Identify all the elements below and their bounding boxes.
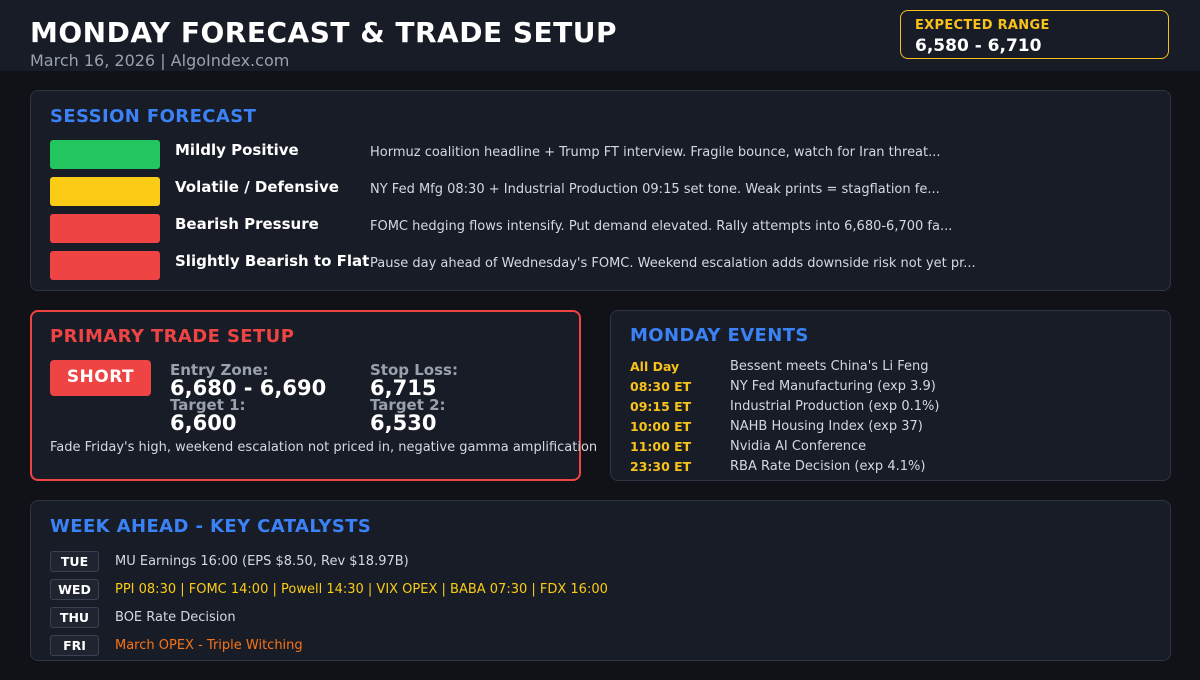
session-forecast-panel: SESSION FORECAST Mildly Positive Hormuz … bbox=[30, 90, 1171, 291]
forecast-color-bar bbox=[50, 177, 160, 206]
forecast-row: Slightly Bearish to Flat Pause day ahead… bbox=[31, 251, 1171, 281]
forecast-description: NY Fed Mfg 08:30 + Industrial Production… bbox=[370, 182, 940, 197]
forecast-color-bar bbox=[50, 251, 160, 280]
expected-range-value: 6,580 - 6,710 bbox=[915, 36, 1042, 56]
forecast-label: Mildly Positive bbox=[175, 141, 299, 159]
trade-rationale: Fade Friday's high, weekend escalation n… bbox=[50, 440, 598, 455]
stop-loss-value: 6,715 bbox=[370, 376, 437, 400]
event-time: 10:00 ET bbox=[630, 419, 692, 434]
event-text: Nvidia AI Conference bbox=[730, 439, 867, 454]
event-time: 23:30 ET bbox=[630, 459, 692, 474]
target-2-label: Target 2: bbox=[370, 396, 446, 414]
stop-loss-label: Stop Loss: bbox=[370, 361, 458, 379]
event-text: Bessent meets China's Li Feng bbox=[730, 359, 929, 374]
event-time: 08:30 ET bbox=[630, 379, 692, 394]
expected-range-label: EXPECTED RANGE bbox=[915, 18, 1050, 33]
event-time: All Day bbox=[630, 359, 680, 374]
page-title: MONDAY FORECAST & TRADE SETUP bbox=[30, 16, 617, 49]
entry-zone-label: Entry Zone: bbox=[170, 361, 269, 379]
trade-setup-panel: PRIMARY TRADE SETUP SHORT Entry Zone: 6,… bbox=[30, 310, 597, 481]
event-time: 11:00 ET bbox=[630, 439, 692, 454]
forecast-description: FOMC hedging flows intensify. Put demand… bbox=[370, 219, 953, 234]
target-1-value: 6,600 bbox=[170, 411, 237, 435]
weekday-badge: WED bbox=[50, 579, 99, 600]
forecast-color-bar bbox=[50, 140, 160, 169]
page-subtitle: March 16, 2026 | AlgoIndex.com bbox=[30, 51, 290, 70]
forecast-row: Volatile / Defensive NY Fed Mfg 08:30 + … bbox=[31, 177, 1171, 207]
catalyst-text: BOE Rate Decision bbox=[115, 610, 236, 625]
event-text: NY Fed Manufacturing (exp 3.9) bbox=[730, 379, 936, 394]
event-text: Industrial Production (exp 0.1%) bbox=[730, 399, 940, 414]
week-ahead-panel: WEEK AHEAD - KEY CATALYSTS TUE MU Earnin… bbox=[30, 500, 1171, 661]
forecast-color-bar bbox=[50, 214, 160, 243]
event-text: NAHB Housing Index (exp 37) bbox=[730, 419, 923, 434]
expected-range-box: EXPECTED RANGE 6,580 - 6,710 bbox=[900, 10, 1169, 59]
forecast-row: Mildly Positive Hormuz coalition headlin… bbox=[31, 140, 1171, 170]
target-2-value: 6,530 bbox=[370, 411, 437, 435]
monday-events-title: MONDAY EVENTS bbox=[630, 325, 809, 346]
catalyst-text: MU Earnings 16:00 (EPS $8.50, Rev $18.97… bbox=[115, 554, 409, 569]
forecast-label: Volatile / Defensive bbox=[175, 178, 339, 196]
weekday-badge: THU bbox=[50, 607, 99, 628]
week-ahead-title: WEEK AHEAD - KEY CATALYSTS bbox=[50, 516, 372, 537]
weekday-badge: FRI bbox=[50, 635, 99, 656]
forecast-description: Pause day ahead of Wednesday's FOMC. Wee… bbox=[370, 256, 976, 271]
session-forecast-title: SESSION FORECAST bbox=[50, 106, 257, 127]
forecast-label: Slightly Bearish to Flat bbox=[175, 252, 370, 270]
catalyst-text: March OPEX - Triple Witching bbox=[115, 638, 303, 653]
target-1-label: Target 1: bbox=[170, 396, 246, 414]
trade-setup-title: PRIMARY TRADE SETUP bbox=[50, 326, 295, 347]
forecast-description: Hormuz coalition headline + Trump FT int… bbox=[370, 145, 941, 160]
event-text: RBA Rate Decision (exp 4.1%) bbox=[730, 459, 926, 474]
entry-zone-value: 6,680 - 6,690 bbox=[170, 376, 327, 400]
forecast-label: Bearish Pressure bbox=[175, 215, 319, 233]
event-time: 09:15 ET bbox=[630, 399, 692, 414]
catalyst-text: PPI 08:30 | FOMC 14:00 | Powell 14:30 | … bbox=[115, 582, 608, 597]
forecast-row: Bearish Pressure FOMC hedging flows inte… bbox=[31, 214, 1171, 244]
direction-badge: SHORT bbox=[50, 360, 151, 396]
weekday-badge: TUE bbox=[50, 551, 99, 572]
header-bar: MONDAY FORECAST & TRADE SETUP March 16, … bbox=[0, 0, 1200, 71]
monday-events-panel: MONDAY EVENTS All Day Bessent meets Chin… bbox=[610, 310, 1171, 481]
